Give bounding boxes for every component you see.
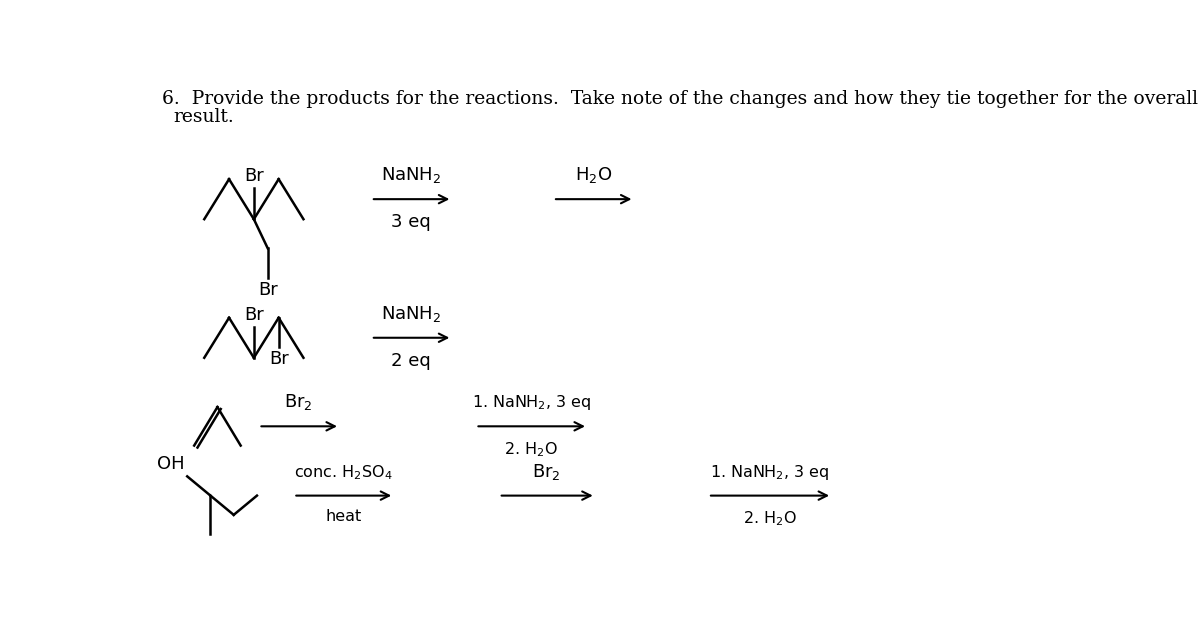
Text: H$_2$O: H$_2$O	[575, 165, 612, 185]
Text: Br$_2$: Br$_2$	[284, 392, 313, 413]
Text: 3 eq: 3 eq	[391, 213, 431, 231]
Text: 1. NaNH$_2$, 3 eq: 1. NaNH$_2$, 3 eq	[472, 394, 590, 413]
Text: Br: Br	[258, 281, 277, 299]
Text: 6.  Provide the products for the reactions.  Take note of the changes and how th: 6. Provide the products for the reaction…	[162, 90, 1198, 108]
Text: 1. NaNH$_2$, 3 eq: 1. NaNH$_2$, 3 eq	[710, 463, 829, 482]
Text: heat: heat	[325, 510, 362, 525]
Text: 2 eq: 2 eq	[391, 351, 431, 370]
Text: Br$_2$: Br$_2$	[533, 461, 562, 482]
Text: NaNH$_2$: NaNH$_2$	[382, 304, 442, 324]
Text: conc. H$_2$SO$_4$: conc. H$_2$SO$_4$	[294, 463, 394, 482]
Text: Br: Br	[269, 350, 288, 368]
Text: 2. H$_2$O: 2. H$_2$O	[743, 510, 797, 528]
Text: NaNH$_2$: NaNH$_2$	[382, 165, 442, 185]
Text: Br: Br	[244, 167, 264, 185]
Text: Br: Br	[244, 306, 264, 324]
Text: result.: result.	[173, 108, 234, 127]
Text: 2. H$_2$O: 2. H$_2$O	[504, 440, 558, 459]
Text: OH: OH	[157, 454, 185, 472]
